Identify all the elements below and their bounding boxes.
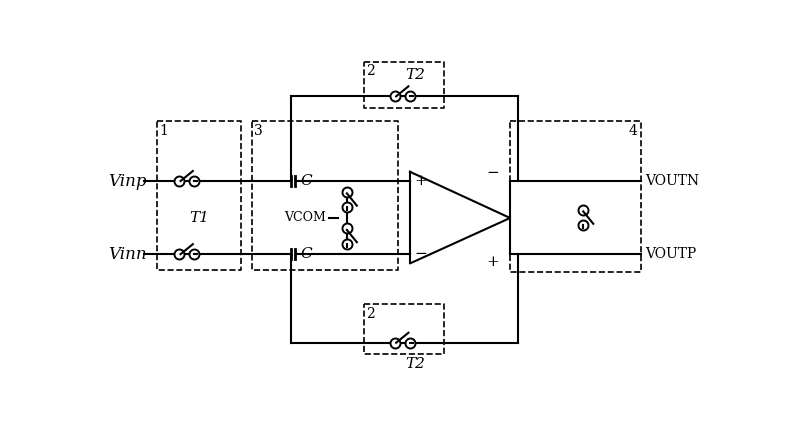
Text: VOUTN: VOUTN xyxy=(645,174,699,188)
Text: −: − xyxy=(486,166,499,180)
Text: 2: 2 xyxy=(366,306,375,321)
Text: VOUTP: VOUTP xyxy=(645,247,696,261)
Text: T2: T2 xyxy=(406,357,426,371)
Text: 3: 3 xyxy=(254,124,263,138)
Text: T1: T1 xyxy=(189,211,209,225)
Text: VCOM: VCOM xyxy=(284,212,326,225)
Text: −: − xyxy=(414,247,427,261)
Text: +: + xyxy=(486,255,499,269)
Text: +: + xyxy=(414,174,427,188)
Text: 2: 2 xyxy=(366,64,375,78)
Text: 1: 1 xyxy=(160,124,169,138)
Text: C: C xyxy=(301,174,312,188)
Text: C: C xyxy=(301,247,312,261)
Text: Vinp: Vinp xyxy=(108,173,146,190)
Text: T2: T2 xyxy=(406,68,426,82)
Text: 4: 4 xyxy=(629,124,638,138)
Text: Vinn: Vinn xyxy=(108,246,146,263)
